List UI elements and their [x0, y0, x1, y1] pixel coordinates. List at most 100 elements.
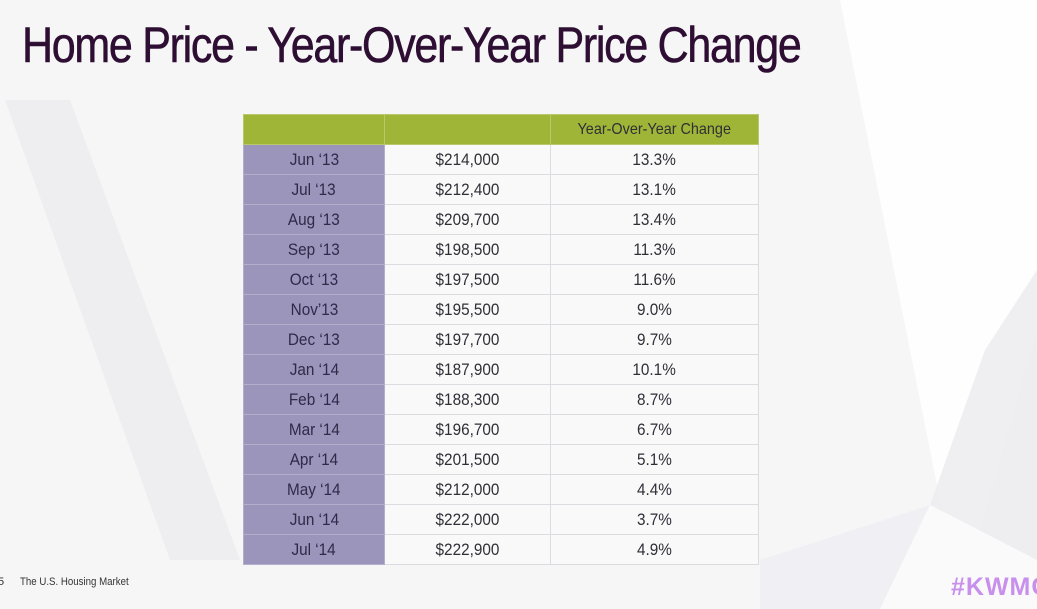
- change-value: 8.7%: [637, 389, 672, 409]
- price-cell: $222,000: [384, 504, 551, 535]
- price-value: $196,700: [435, 419, 500, 439]
- month-cell: Jul ‘14: [243, 534, 385, 565]
- month-label: Jan ‘14: [289, 359, 339, 379]
- price-value: $197,700: [435, 329, 500, 349]
- table-row: Jan ‘14 $187,900 10.1%: [243, 354, 759, 385]
- table-row: Feb ‘14 $188,300 8.7%: [243, 384, 759, 415]
- price-cell: $187,900: [384, 354, 551, 385]
- price-cell: $195,500: [384, 294, 551, 325]
- change-cell: 4.4%: [550, 474, 759, 505]
- price-cell: $198,500: [384, 234, 551, 265]
- table-header-row: Year-Over-Year Change: [243, 114, 759, 145]
- table-row: Jun ‘14 $222,000 3.7%: [243, 504, 759, 535]
- price-cell: $197,500: [384, 264, 551, 295]
- price-value: $201,500: [435, 449, 500, 469]
- change-value: 3.7%: [637, 509, 672, 529]
- table-row: Dec ‘13 $197,700 9.7%: [243, 324, 759, 355]
- change-cell: 5.1%: [550, 444, 759, 475]
- price-value: $198,500: [435, 239, 500, 259]
- change-value: 9.0%: [637, 299, 672, 319]
- change-cell: 6.7%: [550, 414, 759, 445]
- month-cell: Jan ‘14: [243, 354, 385, 385]
- table-row: Oct ‘13 $197,500 11.6%: [243, 264, 759, 295]
- change-value: 9.7%: [637, 329, 672, 349]
- change-value: 13.3%: [632, 149, 677, 169]
- change-value: 13.4%: [632, 209, 677, 229]
- change-cell: 13.3%: [550, 144, 759, 175]
- header-yoy-change-label: Year-Over-Year Change: [577, 120, 732, 138]
- change-cell: 11.6%: [550, 264, 759, 295]
- price-value: $209,700: [435, 209, 500, 229]
- change-value: 10.1%: [632, 359, 677, 379]
- header-month: [243, 114, 385, 145]
- change-value: 5.1%: [637, 449, 672, 469]
- price-cell: $197,700: [384, 324, 551, 355]
- price-value: $188,300: [435, 389, 500, 409]
- change-cell: 9.7%: [550, 324, 759, 355]
- month-label: Aug ‘13: [288, 209, 340, 229]
- month-cell: Feb ‘14: [243, 384, 385, 415]
- month-cell: Jul ‘13: [243, 174, 385, 205]
- table-row: Aug ‘13 $209,700 13.4%: [243, 204, 759, 235]
- price-cell: $196,700: [384, 414, 551, 445]
- header-price: [384, 114, 551, 145]
- price-value: $212,400: [435, 179, 500, 199]
- month-cell: Jun ‘13: [243, 144, 385, 175]
- price-cell: $188,300: [384, 384, 551, 415]
- month-label: Apr ‘14: [289, 449, 339, 469]
- change-cell: 9.0%: [550, 294, 759, 325]
- change-cell: 13.1%: [550, 174, 759, 205]
- month-label: Jul ‘13: [291, 179, 337, 199]
- price-value: $214,000: [435, 149, 500, 169]
- change-cell: 10.1%: [550, 354, 759, 385]
- price-value: $197,500: [435, 269, 500, 289]
- price-cell: $212,400: [384, 174, 551, 205]
- change-cell: 3.7%: [550, 504, 759, 535]
- table-row: May ‘14 $212,000 4.4%: [243, 474, 759, 505]
- month-cell: Jun ‘14: [243, 504, 385, 535]
- price-cell: $209,700: [384, 204, 551, 235]
- month-cell: Aug ‘13: [243, 204, 385, 235]
- month-cell: Mar ‘14: [243, 414, 385, 445]
- table-row: Apr ‘14 $201,500 5.1%: [243, 444, 759, 475]
- price-cell: $201,500: [384, 444, 551, 475]
- month-label: Oct ‘13: [289, 269, 339, 289]
- month-label: Feb ‘14: [288, 389, 340, 409]
- price-cell: $212,000: [384, 474, 551, 505]
- table-row: Sep ‘13 $198,500 11.3%: [243, 234, 759, 265]
- month-cell: Sep ‘13: [243, 234, 385, 265]
- footer-page-number: 5: [0, 576, 5, 588]
- change-value: 4.9%: [637, 539, 672, 559]
- change-cell: 8.7%: [550, 384, 759, 415]
- month-label: Nov’13: [290, 299, 338, 319]
- month-label: Dec ‘13: [288, 329, 340, 349]
- price-cell: $222,900: [384, 534, 551, 565]
- table-row: Jul ‘14 $222,900 4.9%: [243, 534, 759, 565]
- table-row: Nov’13 $195,500 9.0%: [243, 294, 759, 325]
- month-cell: Apr ‘14: [243, 444, 385, 475]
- event-hashtag: #KWMC: [951, 573, 1037, 601]
- month-cell: Nov’13: [243, 294, 385, 325]
- month-label: Jun ‘14: [289, 509, 339, 529]
- price-value: $222,000: [435, 509, 500, 529]
- change-cell: 4.9%: [550, 534, 759, 565]
- month-label: Jul ‘14: [291, 539, 337, 559]
- month-cell: Dec ‘13: [243, 324, 385, 355]
- change-value: 11.3%: [633, 239, 676, 259]
- price-value: $195,500: [435, 299, 500, 319]
- change-value: 11.6%: [633, 269, 676, 289]
- month-cell: May ‘14: [243, 474, 385, 505]
- price-value: $187,900: [435, 359, 500, 379]
- table-row: Jun ‘13 $214,000 13.3%: [243, 144, 759, 175]
- price-value: $212,000: [435, 479, 500, 499]
- home-price-table: Year-Over-Year Change Jun ‘13 $214,000 13.…: [243, 114, 759, 565]
- table-row: Jul ‘13 $212,400 13.1%: [243, 174, 759, 205]
- month-label: May ‘14: [287, 479, 341, 499]
- footer-title: The U.S. Housing Market: [20, 576, 129, 588]
- month-cell: Oct ‘13: [243, 264, 385, 295]
- change-value: 6.7%: [637, 419, 672, 439]
- change-cell: 11.3%: [550, 234, 759, 265]
- change-value: 4.4%: [637, 479, 672, 499]
- table-row: Mar ‘14 $196,700 6.7%: [243, 414, 759, 445]
- change-value: 13.1%: [632, 179, 677, 199]
